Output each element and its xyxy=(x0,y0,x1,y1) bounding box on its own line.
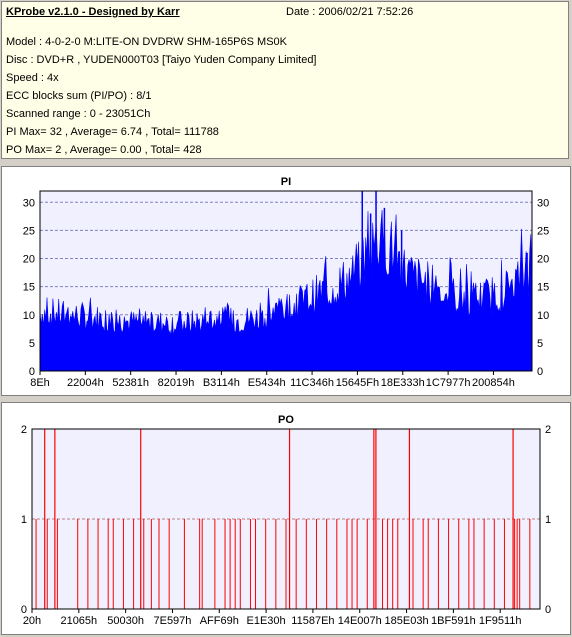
y-tick-label-right: 15 xyxy=(537,282,549,294)
x-tick-label: B3114h xyxy=(203,377,240,389)
y-tick-label-right: 1 xyxy=(545,514,551,526)
y-tick-label-left: 15 xyxy=(23,282,35,294)
x-tick-label: 1F9511h xyxy=(479,615,522,627)
y-tick-label-left: 0 xyxy=(29,366,35,378)
x-tick-label: 52381h xyxy=(112,377,149,389)
info-panel: KProbe v2.1.0 - Designed by Karr Date : … xyxy=(1,1,569,159)
x-tick-label: 20h xyxy=(23,615,41,627)
y-tick-label-left: 10 xyxy=(23,310,35,322)
po-chart: 0 0 1 1 2 2 20h 21065h 50030h 7E597h AFF69h E1E30h 1… xyxy=(21,414,551,627)
pi-chart-panel: 0 0 5 5 10 10 15 15 20 20 25 25 30 30 8Eh 22004h 52381h 8… xyxy=(1,166,571,396)
x-tick-label: 21065h xyxy=(60,615,97,627)
x-tick-label: 50030h xyxy=(107,615,144,627)
y-tick-label-right: 0 xyxy=(537,366,543,378)
range-line: Scanned range : 0 - 23051Ch xyxy=(6,108,151,120)
x-tick-label: AFF69h xyxy=(200,615,239,627)
po-stats-line: PO Max= 2 , Average= 0.00 , Total= 428 xyxy=(6,144,202,156)
scan-date: Date : 2006/02/21 7:52:26 xyxy=(286,6,414,18)
x-tick-label: 185E03h xyxy=(385,615,429,627)
y-tick-label-right: 20 xyxy=(537,254,549,266)
y-tick-label-left: 20 xyxy=(23,254,35,266)
x-tick-label: E5434h xyxy=(248,377,286,389)
pi-stats-line: PI Max= 32 , Average= 6.74 , Total= 1117… xyxy=(6,126,219,138)
x-tick-label: 200854h xyxy=(472,377,515,389)
y-tick-label-left: 30 xyxy=(23,197,35,209)
x-tick-label: 1C7977h xyxy=(426,377,471,389)
x-tick-label: 82019h xyxy=(158,377,195,389)
y-tick-label-right: 25 xyxy=(537,225,549,237)
y-tick-label-right: 5 xyxy=(537,338,543,350)
app-title: KProbe v2.1.0 - Designed by Karr xyxy=(6,6,180,18)
y-tick-label-right: 2 xyxy=(545,424,551,436)
y-tick-label-left: 2 xyxy=(21,424,27,436)
x-tick-label: 11C346h xyxy=(290,377,334,389)
ecc-line: ECC blocks sum (PI/PO) : 8/1 xyxy=(6,90,152,102)
chart-title: PO xyxy=(278,414,294,426)
y-tick-label-left: 25 xyxy=(23,225,35,237)
y-tick-label-right: 30 xyxy=(537,197,549,209)
x-tick-label: 8Eh xyxy=(30,377,50,389)
y-tick-label-right: 0 xyxy=(545,604,551,616)
disc-line: Disc : DVD+R , YUDEN000T03 [Taiyo Yuden … xyxy=(6,54,317,66)
po-chart-panel: 0 0 1 1 2 2 20h 21065h 50030h 7E597h AFF69h E1E30h 1… xyxy=(1,402,571,635)
y-tick-label-left: 1 xyxy=(21,514,27,526)
pi-series-area xyxy=(39,209,533,372)
y-tick-label-left: 5 xyxy=(29,338,35,350)
pi-chart: 0 0 5 5 10 10 15 15 20 20 25 25 30 30 8Eh 22004h 52381h 8… xyxy=(23,176,550,389)
x-tick-label: 18E333h xyxy=(381,377,425,389)
chart-title: PI xyxy=(281,176,291,188)
model-line: Model : 4-0-2-0 M:LITE-ON DVDRW SHM-165P… xyxy=(6,36,287,48)
x-tick-label: 15645Fh xyxy=(336,377,379,389)
x-tick-label: 11587Eh xyxy=(291,615,334,627)
x-tick-label: 14E007h xyxy=(338,615,382,627)
x-tick-label: E1E30h xyxy=(247,615,286,627)
y-tick-label-left: 0 xyxy=(21,604,27,616)
plot-border xyxy=(31,428,541,610)
y-tick-label-right: 10 xyxy=(537,310,549,322)
x-tick-label: 22004h xyxy=(67,377,104,389)
x-tick-label: 7E597h xyxy=(153,615,191,627)
speed-line: Speed : 4x xyxy=(6,72,59,84)
x-tick-label: 1BF591h xyxy=(431,615,476,627)
plot-border xyxy=(39,190,533,372)
